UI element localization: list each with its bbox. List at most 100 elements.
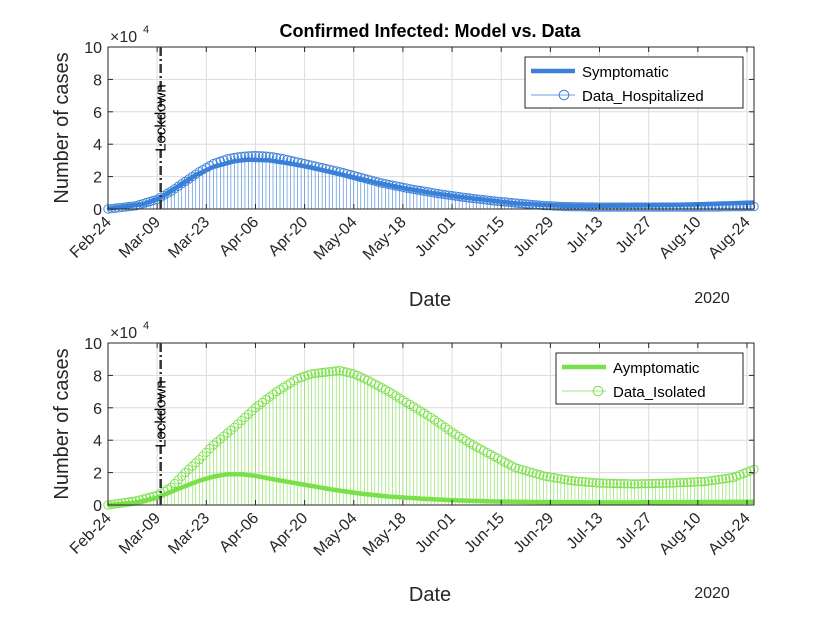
data-point [191,458,201,468]
data-point [173,475,183,485]
data-point [566,476,577,486]
data-point [233,419,243,429]
y-tick-label: 0 [93,202,102,219]
data-point [549,473,559,483]
data-point [542,471,552,482]
data-point [212,437,222,447]
legend-box [555,352,744,405]
data-point [679,477,689,488]
data-point [321,367,331,377]
legend-entry-model: Symptomatic [582,64,669,81]
data-point [170,478,180,489]
data-point [552,473,563,483]
data-point [201,447,211,457]
data-point [559,474,570,485]
legend-marker-data [592,385,604,397]
chart-title: Confirmed Infected: Model vs. Data [279,21,581,41]
y-tick-label: 8 [93,72,102,89]
data-point [240,412,250,423]
x-tick-label: Mar-23 [165,510,213,558]
data-point [335,365,345,376]
data-point [257,397,268,408]
y-tick-label: 10 [84,336,102,353]
data-point [696,477,706,487]
y-exponent-power: 4 [143,24,149,36]
data-point [338,366,348,376]
data-point [524,467,534,477]
data-point [622,479,633,489]
data-point [215,434,225,444]
x-tick-label: May-18 [360,214,410,264]
data-point [661,478,671,488]
data-point [317,367,327,378]
x-tick-label: Apr-20 [265,214,311,260]
data-point [205,444,215,454]
data-point [654,478,664,489]
data-point [672,478,682,488]
data-point [573,476,584,486]
data-point [570,476,580,486]
x-tick-label: Apr-06 [216,510,262,556]
x-tick-label: Mar-23 [165,214,213,262]
data-point [644,478,654,489]
data-point [531,469,541,479]
data-point [314,368,324,378]
x-tick-label: Aug-10 [656,510,705,559]
y-exponent-label: ×10 [110,29,137,46]
y-axis-label: Number of cases [51,348,73,499]
data-point [250,403,261,413]
data-point [184,464,194,475]
data-point [689,477,699,487]
model-line [107,471,755,508]
lockdown-label: Lockdown [153,84,170,152]
data-point [226,425,236,435]
legend-entry-model: Aymptomatic [613,360,700,377]
data-point [556,474,566,484]
data-point [608,478,619,489]
data-point [693,477,703,487]
y-tick-label: 4 [93,433,102,450]
data-point [222,428,233,438]
x-tick-label: Jun-15 [461,510,508,557]
data-point [651,478,661,489]
data-point [717,474,728,484]
x-tick-label: Jul-13 [564,510,607,553]
x-tick-label: Aug-10 [656,214,705,263]
axes-box [107,342,755,506]
data-point [254,400,264,410]
y-tick-label: 10 [84,40,102,57]
data-point [229,422,240,432]
x-tick-label: Jun-01 [412,510,459,557]
data-point [528,468,538,478]
data-point [703,476,714,486]
data-point [594,478,605,488]
data-point [514,464,524,474]
data-point [236,416,247,426]
x-tick-label: May-04 [311,214,361,264]
data-point [626,479,636,489]
x-tick-label: Apr-06 [216,214,262,260]
data-point [721,473,731,484]
x-tick-label: Jun-15 [461,214,508,261]
y-tick-label: 6 [93,105,102,122]
x-tick-label: Jul-13 [564,214,607,257]
data-point [268,389,278,399]
data-point [658,478,668,488]
axes-box [107,46,755,210]
x-tick-label: Jul-27 [613,510,656,553]
data-point [707,475,717,486]
data-point [647,478,657,489]
y-tick-label: 6 [93,401,102,418]
lockdown-label: Lockdown [153,380,170,448]
data-point [306,369,317,379]
data-point [243,409,254,419]
data-point [637,479,647,489]
y-tick-label: 2 [93,170,102,187]
data-point [517,465,527,475]
data-point [587,477,598,488]
y-tick-label: 4 [93,137,102,154]
x-tick-label: Feb-24 [67,510,115,558]
data-point [510,463,520,473]
year-label: 2020 [694,290,730,307]
